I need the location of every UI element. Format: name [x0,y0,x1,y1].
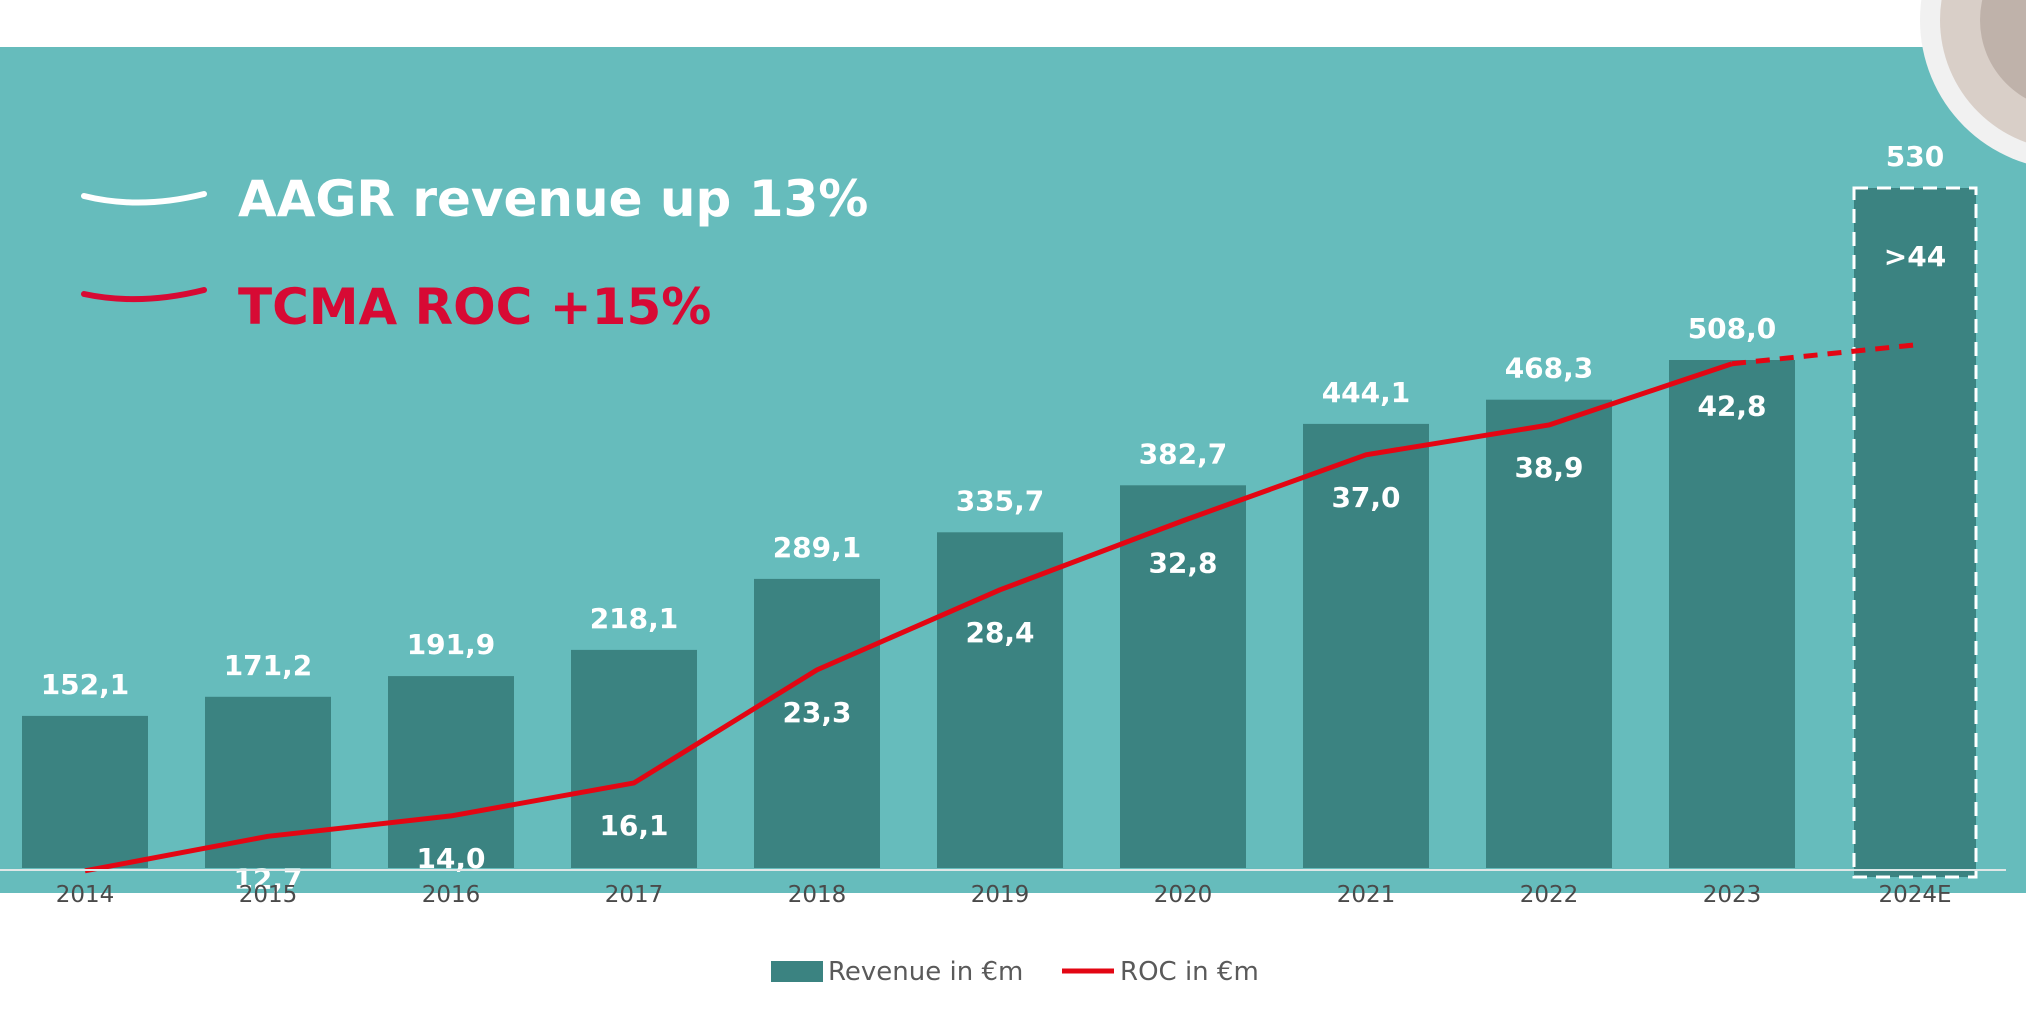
revenue-value-label: 171,2 [224,649,313,682]
revenue-bar [1669,360,1795,868]
revenue-value-label: 530 [1886,140,1944,173]
revenue-value-label: 191,9 [407,628,496,661]
roc-value-label: 23,3 [782,696,851,729]
roc-value-label: 37,0 [1331,481,1400,514]
legend-roc-label: ROC in €m [1120,957,1259,987]
roc-value-label: 38,9 [1514,451,1583,484]
revenue-bar [388,676,514,868]
x-tick-label: 2020 [1154,882,1213,908]
revenue-bar-estimate [1854,188,1976,877]
x-tick-label: 2019 [971,882,1030,908]
revenue-value-label: 468,3 [1505,352,1594,385]
x-tick-label: 2018 [788,882,847,908]
legend-revenue-label: Revenue in €m [828,957,1023,987]
revenue-value-label: 152,1 [41,668,130,701]
roc-value-label: 32,8 [1148,547,1217,580]
x-tick-label: 2014 [56,882,115,908]
revenue-value-label: 444,1 [1322,376,1411,409]
revenue-bar [937,532,1063,868]
x-tick-label: 2016 [422,882,481,908]
chart: AAGR revenue up 13% TCMA ROC +15% 152,1 1… [0,0,2026,1026]
headline-aagr: AAGR revenue up 13% [238,170,868,228]
x-tick-label: 2023 [1703,882,1762,908]
x-tick-label: 2024E [1878,882,1951,908]
roc-value-label: >44 [1884,240,1946,273]
roc-value-label: 16,1 [599,809,668,842]
x-tick-label: 2021 [1337,882,1396,908]
x-tick-label: 2022 [1520,882,1579,908]
x-tick-label: 2015 [239,882,298,908]
revenue-value-label: 382,7 [1139,437,1228,470]
revenue-value-label: 289,1 [773,531,862,564]
revenue-bar [22,716,148,868]
legend-revenue-swatch [771,961,823,982]
roc-value-label: 42,8 [1697,390,1766,423]
x-tick-label: 2017 [605,882,664,908]
revenue-value-label: 218,1 [590,602,679,635]
revenue-value-label: 508,0 [1688,312,1777,345]
headline-tcma: TCMA ROC +15% [238,278,711,336]
legend: Revenue in €m ROC in €m [771,957,1259,987]
revenue-bar [1120,485,1246,868]
revenue-value-label: 335,7 [956,484,1045,517]
roc-value-label: 28,4 [965,616,1034,649]
